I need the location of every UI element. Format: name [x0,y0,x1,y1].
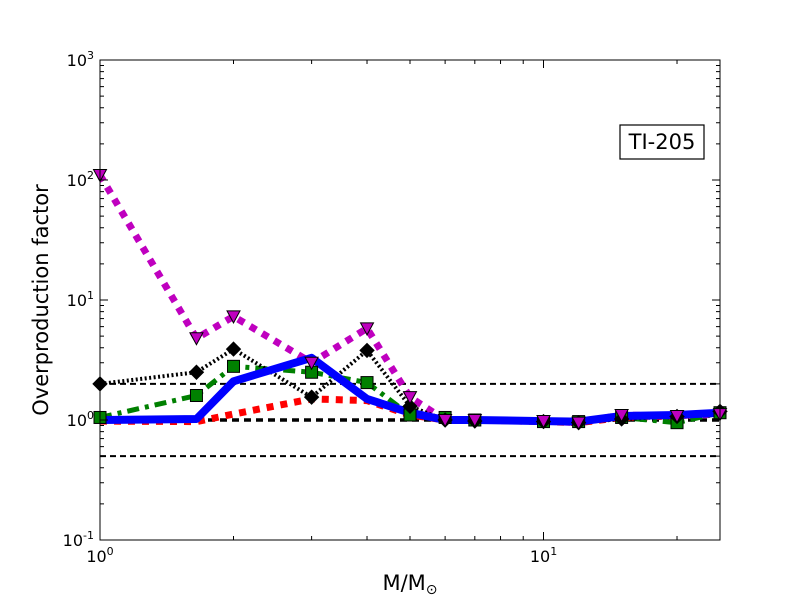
data-point-triangle [189,332,204,346]
data-point-triangle [669,409,685,424]
y-tick-label: 103 [67,49,94,70]
data-point-triangle [467,414,483,428]
data-point-triangle [571,416,586,431]
data-point-triangle [536,415,551,429]
y-tick-label: 102 [67,169,94,190]
data-point-square [360,376,374,390]
data-point-diamond [402,398,418,415]
annotation-label: TI-205 [628,130,696,154]
data-point-diamond [188,364,205,380]
data-point-square [227,359,241,373]
y-tick-label: 10-1 [63,529,94,550]
data-point-triangle [304,356,319,371]
y-tick-label: 101 [67,289,94,310]
plot-frame [99,59,721,541]
y-axis-label: Overproduction factor [29,184,53,416]
data-point-triangle [226,310,241,324]
x-tick-label: 100 [86,545,113,566]
data-point-diamond [225,341,242,357]
data-point-triangle [402,391,418,405]
x-tick-label: 101 [530,545,557,566]
data-point-triangle [437,414,453,428]
data-point-triangle [359,322,375,336]
x-axis-label: M/M⊙ [382,571,437,598]
annotation-box: TI-205 [619,124,705,160]
data-point-triangle [614,409,629,423]
y-tick-label: 100 [67,409,94,430]
data-point-diamond [359,342,375,359]
data-point-square [189,389,203,403]
data-point-diamond [303,389,320,405]
